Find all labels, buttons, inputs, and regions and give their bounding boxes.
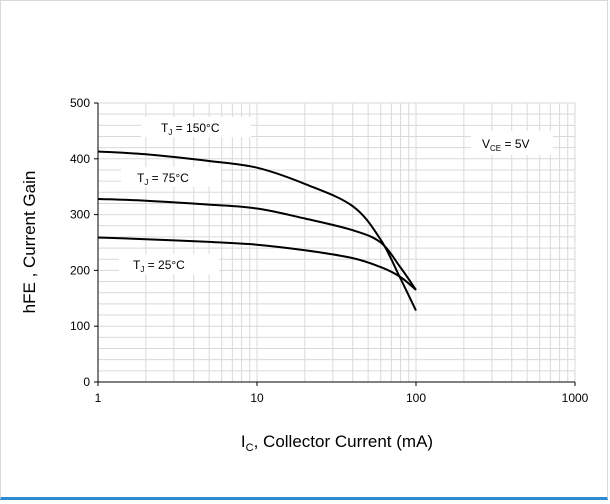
tick-labels: 0 100 200 300 400 500 1 10 100 1000 [70,96,589,405]
series-line-0 [97,150,417,312]
label-box-75 [121,167,221,187]
series-line-2 [97,236,417,291]
series-label-75: TJ = 75°C [137,171,189,187]
y-axis-title: hFE , Current Gain [20,171,39,314]
axes [94,102,576,386]
y-tick-label: 0 [83,375,90,389]
x-tick-label: 10 [250,391,264,405]
x-tick-label: 1000 [562,391,589,405]
curve-labels: TJ = 150°C TJ = 75°C TJ = 25°C VCE = 5V [119,117,553,274]
label-box-25 [119,254,219,274]
series-label-150: TJ = 150°C [161,121,220,137]
series-lines [97,150,417,312]
label-box-150 [141,117,251,137]
x-tick-label: 1 [95,391,102,405]
vce-annotation: VCE = 5V [482,137,530,153]
series-label-25: TJ = 25°C [133,258,185,274]
y-tick-label: 200 [70,263,90,277]
x-tick-label: 100 [406,391,426,405]
y-tick-label: 400 [70,152,90,166]
vce-box [471,131,553,155]
y-tick-label: 100 [70,319,90,333]
y-tick-label: 500 [70,96,90,110]
series-line-1 [97,198,417,291]
y-tick-label: 300 [70,208,90,222]
x-axis-title: IC, Collector Current (mA) [241,432,433,454]
